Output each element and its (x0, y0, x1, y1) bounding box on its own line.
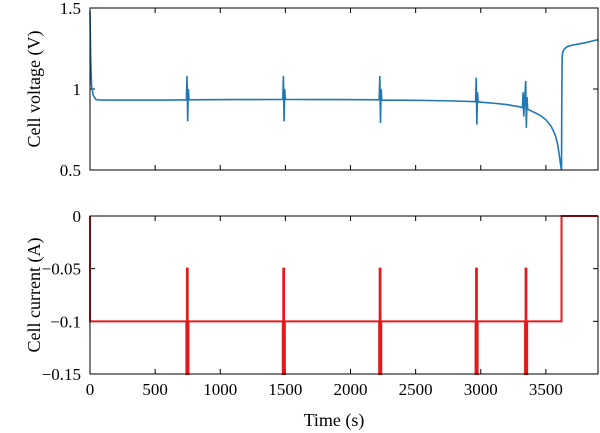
time-x-tick-label: 3500 (529, 380, 563, 399)
time-x-tick-label: 2000 (334, 380, 368, 399)
time-x-tick-label: 1500 (268, 380, 302, 399)
voltage-series-line (89, 11, 599, 171)
current-axes-frame (89, 215, 599, 375)
voltage-panel: 0.5 1 1.5 Cell voltage (V) (24, 0, 599, 180)
voltage-y-tick-label: 1.5 (60, 0, 81, 18)
time-x-tick-label: 3000 (464, 380, 498, 399)
time-x-tick-label: 1000 (203, 380, 237, 399)
time-x-tick-label: 2500 (399, 380, 433, 399)
time-x-tick-label: 500 (142, 380, 168, 399)
voltage-axes-frame (89, 7, 599, 171)
voltage-y-tick-label: 0.5 (60, 161, 81, 180)
voltage-y-axis-label: Cell voltage (V) (24, 31, 45, 148)
current-y-axis-label: Cell current (A) (24, 238, 45, 353)
current-y-tick-label: −0.1 (50, 312, 81, 331)
current-y-tick-label: 0 (73, 207, 82, 226)
current-y-tick-label: −0.15 (42, 365, 81, 384)
current-panel: 0 −0.05 −0.1 −0.15 0 500 1000 1500 2000 2500 3000… (24, 207, 599, 431)
time-x-tick-label: 0 (86, 380, 95, 399)
current-y-tick-label: −0.05 (42, 260, 81, 279)
current-series-line (89, 215, 598, 375)
voltage-y-tick-label: 1 (73, 80, 82, 99)
time-x-axis-label: Time (s) (304, 410, 365, 431)
